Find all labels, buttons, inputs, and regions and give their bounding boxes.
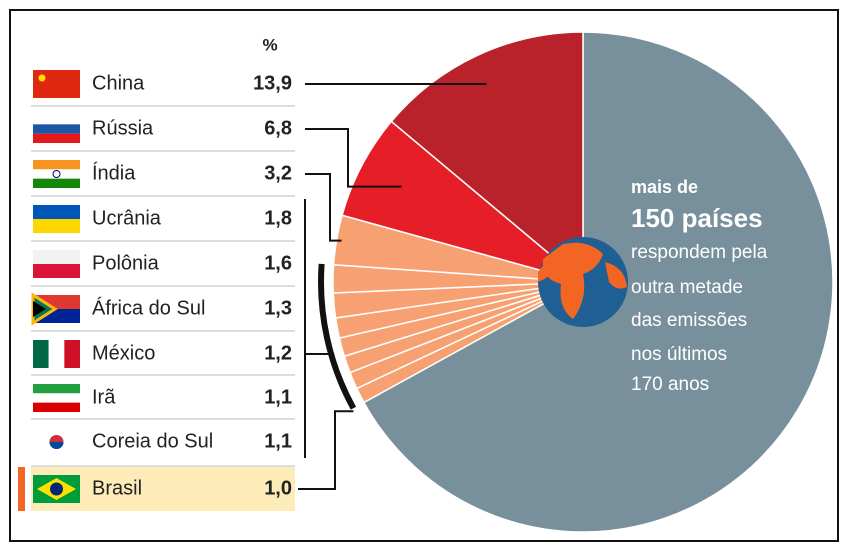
value-label: 1,0 (264, 477, 292, 499)
connector (298, 410, 354, 490)
flag-part (52, 170, 61, 178)
value-label: 3,2 (264, 162, 292, 184)
flag (33, 115, 80, 143)
value-label: 13,9 (253, 72, 292, 94)
country-name: Irã (92, 386, 116, 408)
country-name: México (92, 342, 155, 364)
flag-part (33, 133, 80, 143)
country-name: Coreia do Sul (92, 430, 213, 452)
country-name: Rússia (92, 117, 154, 139)
flag (33, 70, 80, 98)
connector (305, 128, 402, 188)
flag (33, 384, 80, 412)
country-name: Ucrânia (92, 207, 162, 229)
flag (31, 292, 80, 326)
pie-slice (341, 120, 584, 283)
rest-label: das emissões (631, 310, 747, 331)
flag-part (33, 160, 80, 170)
flag-part (33, 169, 80, 179)
flag-part (33, 70, 80, 98)
flag (33, 428, 80, 456)
flag-part (50, 482, 63, 496)
flag-part (33, 301, 46, 317)
connectors (298, 83, 487, 490)
bracket-arc (318, 263, 357, 410)
value-label: 1,8 (264, 207, 292, 229)
value-label: 1,1 (264, 386, 292, 408)
flag-part (33, 393, 80, 403)
flag-part (49, 442, 64, 449)
globe-land (538, 242, 627, 319)
value-label: 1,6 (264, 252, 292, 274)
pie-slice (390, 31, 584, 284)
flag-part (33, 340, 49, 368)
flag (33, 475, 80, 503)
rest-label: respondem pela (631, 242, 768, 263)
flag-part (33, 402, 80, 412)
value-label: 1,2 (264, 342, 292, 364)
flag-part (33, 250, 80, 264)
rest-label: 150 países (631, 203, 763, 233)
flag (33, 250, 80, 278)
flag-part (48, 340, 65, 368)
connector (304, 199, 332, 458)
country-name: China (92, 72, 145, 94)
connector (305, 173, 342, 242)
flag-part (38, 74, 46, 82)
value-header: % (262, 35, 277, 54)
flag-part (33, 219, 80, 233)
flag (33, 340, 80, 368)
rest-label: 170 anos (631, 374, 709, 395)
flag-part (33, 264, 80, 278)
flag-part (33, 124, 80, 134)
value-label: 1,1 (264, 430, 292, 452)
country-name: Brasil (92, 477, 142, 499)
pie: mais de 150 países respondem pela outra met… (332, 31, 834, 533)
value-label: 1,3 (264, 297, 292, 319)
rest-label: outra metade (631, 277, 743, 298)
rest-label: mais de (631, 177, 698, 197)
table: % China 13,9 Rússia 6,8 Índia 3,2 Ucrânia 1,8 Pol… (18, 35, 295, 511)
country-name: Índia (92, 161, 136, 184)
highlight-marker (18, 467, 25, 511)
flag-part (33, 205, 80, 219)
flag-part (33, 178, 80, 188)
flag-part (33, 384, 80, 394)
flag (33, 205, 80, 233)
flag-part (33, 115, 80, 125)
country-name: Polônia (92, 252, 160, 274)
country-name: África do Sul (92, 296, 205, 319)
rest-label: nos últimos (631, 344, 727, 365)
flag (33, 160, 80, 188)
value-label: 6,8 (264, 117, 292, 139)
flag-part (64, 340, 80, 368)
